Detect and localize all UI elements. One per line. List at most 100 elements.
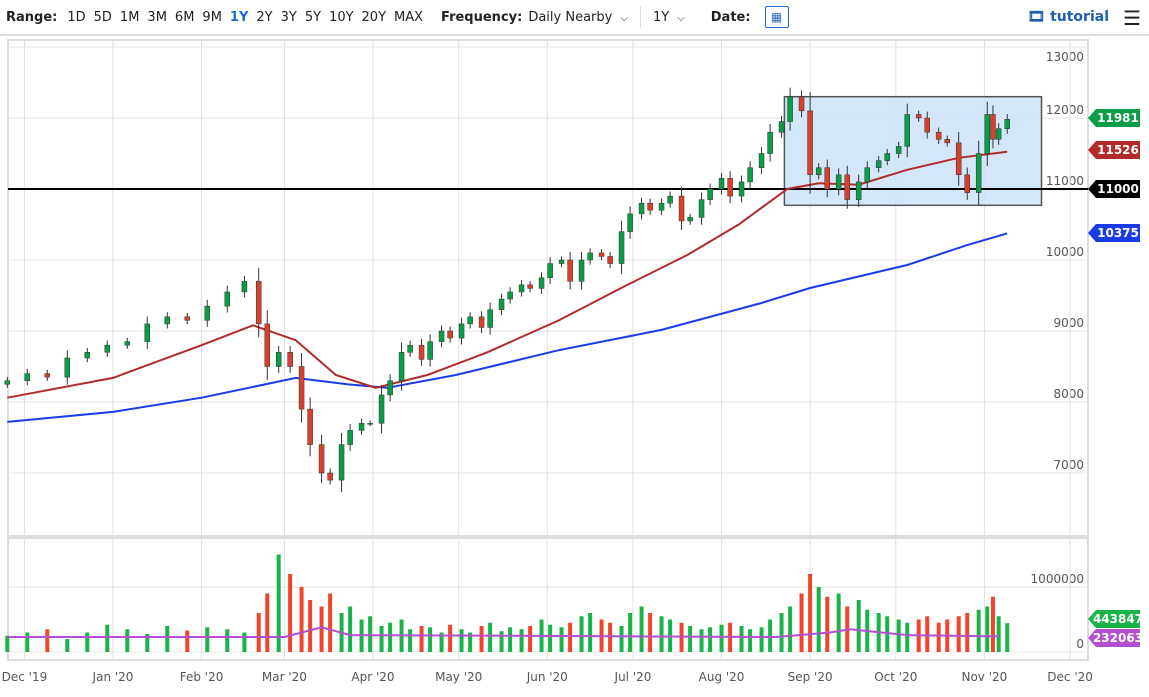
period-value: 1Y xyxy=(652,9,670,25)
volume-bar xyxy=(836,593,841,652)
volume-bar xyxy=(145,633,150,652)
tutorial-label: tutorial xyxy=(1050,9,1109,25)
volume-bar xyxy=(368,616,373,652)
candle xyxy=(398,352,405,381)
volume-bar xyxy=(379,626,384,652)
volume-bar xyxy=(448,624,453,652)
volume-bar xyxy=(265,593,270,652)
range-10y[interactable]: 10Y xyxy=(329,9,354,25)
candle xyxy=(607,256,613,264)
volume-bar xyxy=(419,626,424,652)
candle xyxy=(184,316,191,321)
candle xyxy=(478,316,485,328)
candle xyxy=(164,316,171,325)
frequency-value: Daily Nearby xyxy=(528,9,613,25)
volume-bar xyxy=(1005,623,1010,652)
candle xyxy=(895,146,902,154)
candle xyxy=(935,131,942,140)
candle xyxy=(407,344,413,353)
volume-bar xyxy=(936,622,941,652)
candle xyxy=(44,373,51,378)
ma-200-tag xyxy=(1088,224,1140,242)
range-9m[interactable]: 9M xyxy=(202,9,222,25)
candle xyxy=(4,380,11,385)
volume-bar xyxy=(699,629,704,652)
candle xyxy=(815,167,822,176)
x-tick-label: Feb '20 xyxy=(180,670,224,684)
volume-bar xyxy=(319,606,324,652)
y-tick-label: 9000 xyxy=(1053,316,1084,330)
candle xyxy=(835,174,842,190)
range-max[interactable]: MAX xyxy=(394,9,424,25)
candle xyxy=(598,252,605,257)
candle xyxy=(678,195,685,222)
range-buttons: 1D 5D 1M 3M 6M 9M 1Y 2Y 3Y 5Y 10Y 20Y MAX xyxy=(63,10,427,25)
volume-bar xyxy=(276,554,281,652)
y-tick-label: 7000 xyxy=(1053,458,1084,472)
volume-bar xyxy=(348,606,353,652)
candle xyxy=(855,181,862,200)
volume-bar xyxy=(308,600,313,652)
range-5y[interactable]: 5Y xyxy=(304,9,322,25)
candle xyxy=(387,380,393,396)
range-3m[interactable]: 3M xyxy=(147,9,167,25)
ma-50-label: 11526 xyxy=(1097,143,1139,157)
candle xyxy=(418,344,425,360)
candle xyxy=(667,195,673,204)
volume-bar xyxy=(996,616,1001,652)
support-line-label: 11000 xyxy=(1097,182,1139,196)
candle xyxy=(798,96,805,112)
calendar-icon[interactable]: ▦ xyxy=(764,6,789,28)
x-tick-label: Oct '20 xyxy=(874,670,917,684)
candle xyxy=(1004,119,1010,129)
frequency-dropdown[interactable]: Daily Nearby ⌵ xyxy=(528,10,628,25)
volume-bar xyxy=(719,624,724,652)
candle xyxy=(990,114,996,140)
volume-bar xyxy=(185,630,190,652)
range-1y[interactable]: 1Y xyxy=(229,9,249,25)
volume-bar xyxy=(508,627,513,652)
volume-bar xyxy=(816,587,821,652)
candle xyxy=(498,298,505,310)
last-price-label: 11981 xyxy=(1097,111,1139,125)
x-tick-label: Mar '20 xyxy=(262,670,307,684)
volume-bar xyxy=(808,574,813,652)
support-line-tag xyxy=(1088,180,1140,198)
volume-bar xyxy=(205,627,210,652)
volume-pane xyxy=(7,537,1089,661)
toolbar: Range: 1D 5D 1M 3M 6M 9M 1Y 2Y 3Y 5Y 10Y 20Y MAX Fre… xyxy=(0,0,1149,36)
x-tick-label: Jul '20 xyxy=(614,670,652,684)
candle xyxy=(224,291,231,307)
last-volume-label: 443847 xyxy=(1093,612,1143,626)
range-5d[interactable]: 5D xyxy=(93,9,112,25)
candle xyxy=(318,444,325,474)
range-6m[interactable]: 6M xyxy=(174,9,195,25)
x-tick-label: Jan '20 xyxy=(92,670,134,684)
period-dropdown[interactable]: 1Y ⌵ xyxy=(653,10,685,25)
ma-200-line xyxy=(7,232,1008,423)
range-2y[interactable]: 2Y xyxy=(256,9,273,25)
range-3y[interactable]: 3Y xyxy=(280,9,297,25)
x-tick-label: Aug '20 xyxy=(699,670,745,684)
candle xyxy=(64,357,71,378)
range-1m[interactable]: 1M xyxy=(119,9,140,25)
volume-bar xyxy=(568,622,573,652)
candle xyxy=(275,352,282,367)
candle xyxy=(378,394,385,424)
range-1d[interactable]: 1D xyxy=(67,9,86,25)
range-20y[interactable]: 20Y xyxy=(361,9,387,25)
candle xyxy=(124,341,131,346)
price-pane xyxy=(7,39,1089,537)
hamburger-icon[interactable]: ☰ xyxy=(1123,6,1141,30)
candle xyxy=(327,472,333,481)
volume-bar xyxy=(956,616,961,652)
candle xyxy=(264,323,271,367)
candle xyxy=(767,131,773,154)
volume-bar xyxy=(105,624,110,652)
volume-bar xyxy=(85,632,90,652)
tutorial-link[interactable]: 🎞︎ tutorial xyxy=(1027,9,1109,25)
volume-bar xyxy=(708,627,713,652)
candle xyxy=(658,202,665,211)
volume-bar xyxy=(976,609,981,652)
